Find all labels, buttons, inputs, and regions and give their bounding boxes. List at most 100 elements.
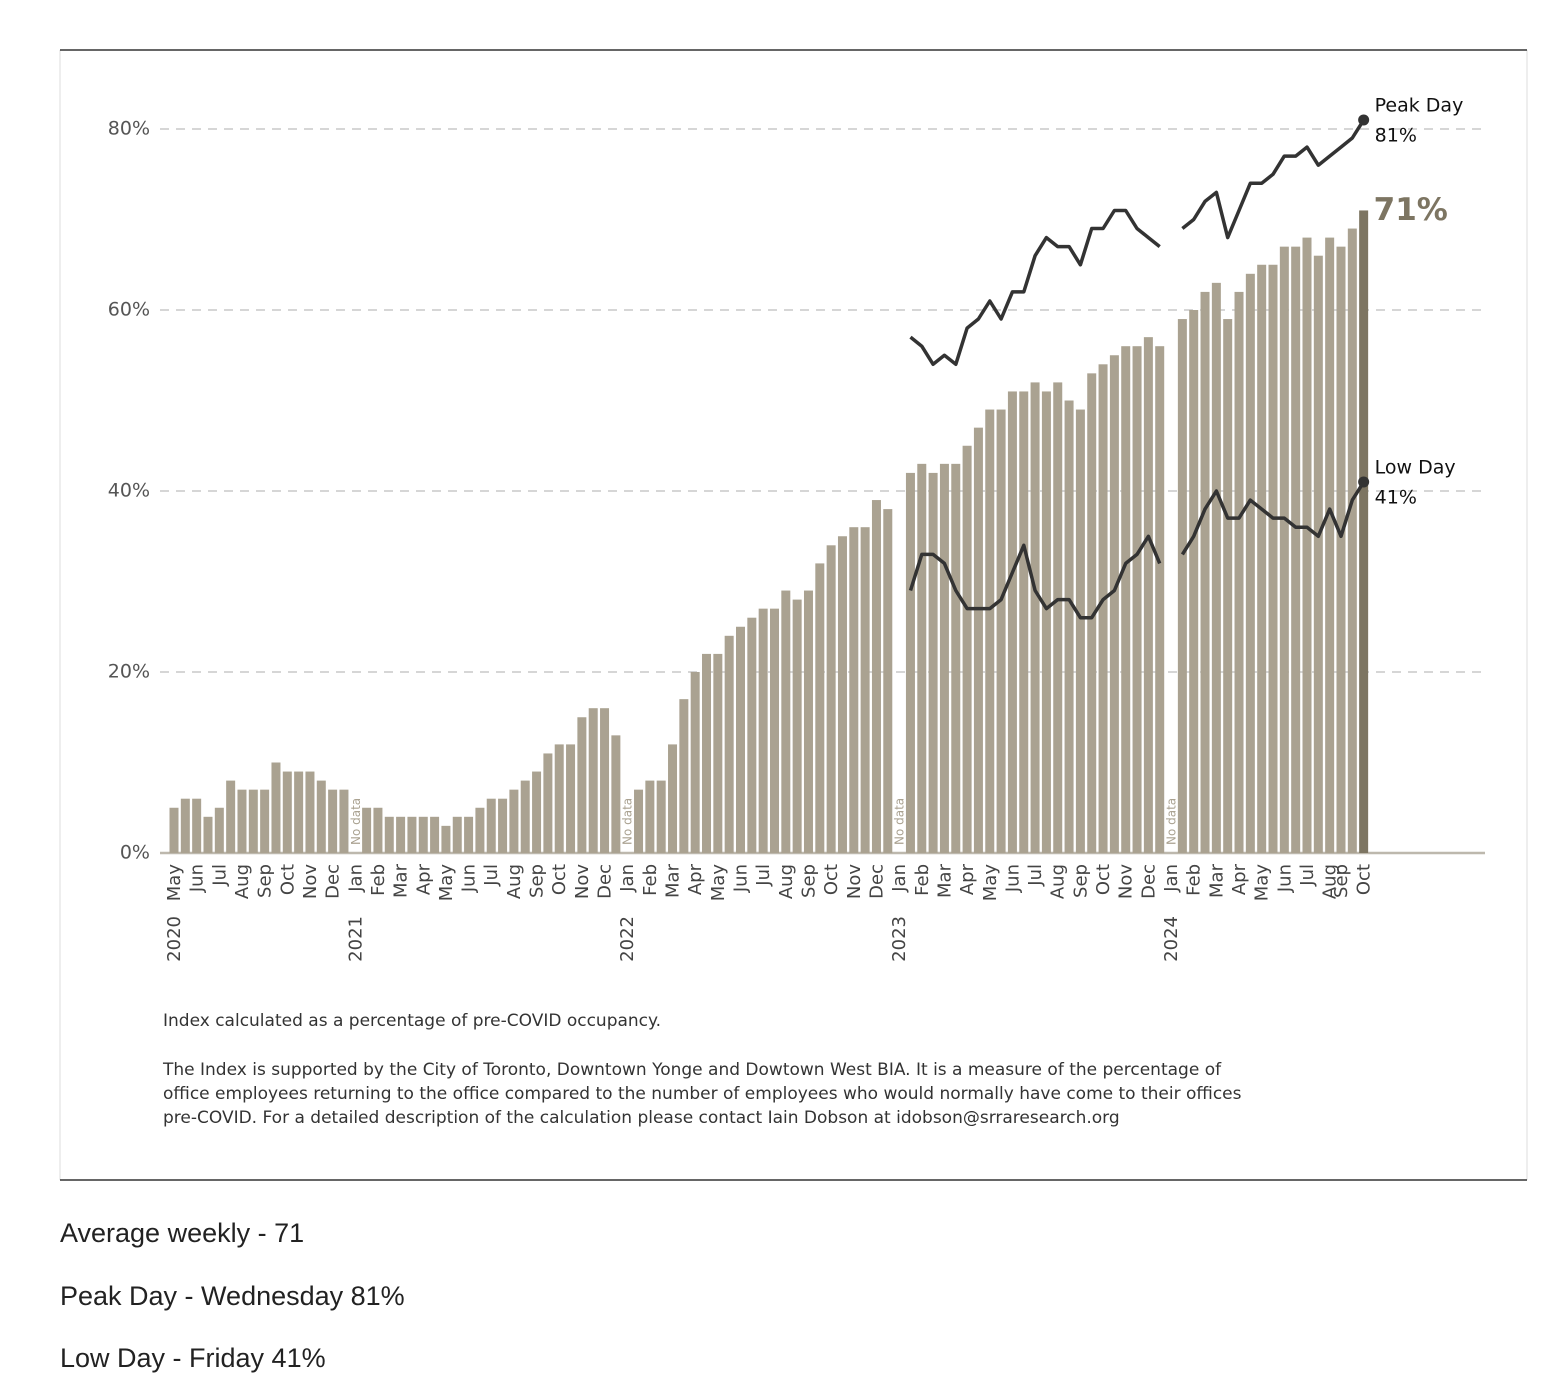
- bar: [418, 816, 428, 853]
- bar: [1257, 264, 1267, 853]
- x-tick-label: Nov: [1116, 864, 1137, 899]
- x-tick-label: Apr: [957, 863, 978, 895]
- x-tick-label: Apr: [685, 863, 706, 895]
- bar: [792, 599, 802, 853]
- no-data-label: No data: [893, 798, 907, 845]
- x-tick-label: Jun: [731, 864, 752, 893]
- bar: [679, 699, 689, 853]
- bar: [192, 798, 202, 853]
- bar: [871, 500, 881, 853]
- end-dot: [1358, 114, 1370, 126]
- bar: [271, 762, 281, 853]
- bar: [1245, 273, 1255, 853]
- bar: [973, 427, 983, 853]
- legend-label: Peak Day: [1375, 94, 1464, 116]
- y-tick-label: 60%: [108, 299, 150, 321]
- x-tick-label: Mar: [391, 863, 412, 898]
- note: Index calculated as a percentage of pre-…: [163, 1011, 662, 1031]
- x-tick-label: Mar: [934, 863, 955, 898]
- bar: [1041, 391, 1051, 853]
- bar: [1064, 400, 1074, 853]
- bar: [384, 816, 394, 853]
- bar: [1053, 382, 1063, 853]
- x-tick-label: Jul: [1297, 864, 1318, 887]
- x-tick-label: Mar: [1206, 863, 1227, 898]
- x-tick-label: Jun: [459, 864, 480, 893]
- x-tick-label: Jan: [617, 864, 638, 893]
- y-tick-label: 40%: [108, 480, 150, 502]
- x-tick-label: Jul: [209, 864, 230, 887]
- bar: [294, 771, 304, 853]
- bar: [962, 445, 972, 853]
- x-tick-label: Feb: [912, 864, 933, 896]
- x-tick-label: May: [436, 864, 457, 902]
- bar: [1234, 291, 1244, 853]
- bar: [396, 816, 406, 853]
- y-tick-label: 0%: [120, 842, 150, 864]
- bar: [430, 816, 440, 853]
- bar: [1132, 346, 1142, 853]
- bar: [1019, 391, 1029, 853]
- bar: [815, 563, 825, 853]
- x-tick-label: Sep: [255, 864, 276, 898]
- bar: [634, 789, 644, 853]
- bar: [883, 509, 893, 853]
- x-tick-label: Jul: [1025, 864, 1046, 887]
- bar: [1336, 246, 1346, 853]
- bar: [668, 744, 678, 853]
- x-tick-label: Sep: [1331, 864, 1352, 898]
- x-year-label: 2021: [345, 916, 366, 962]
- no-data-label: No data: [621, 798, 635, 845]
- x-year-label: 2023: [889, 916, 910, 962]
- bar: [1359, 210, 1369, 853]
- bar: [1109, 355, 1119, 853]
- bar: [316, 780, 326, 853]
- x-tick-label: Feb: [640, 864, 661, 896]
- x-tick-label: May: [980, 864, 1001, 902]
- x-tick-label: Aug: [1048, 864, 1069, 899]
- bar: [826, 545, 836, 853]
- stat: Peak Day - Wednesday 81%: [60, 1281, 405, 1311]
- bar: [260, 789, 270, 853]
- note: The Index is supported by the City of To…: [163, 1060, 1242, 1128]
- x-year-label: 2020: [164, 916, 185, 962]
- x-tick-label: Jan: [345, 864, 366, 893]
- bar: [566, 744, 576, 853]
- bar: [905, 472, 915, 853]
- bar: [588, 708, 598, 853]
- y-tick-label: 80%: [108, 118, 150, 140]
- bar: [1143, 337, 1153, 853]
- bar: [1268, 264, 1278, 853]
- bar: [1177, 319, 1187, 853]
- bar: [1155, 346, 1165, 853]
- x-tick-label: Feb: [368, 864, 389, 896]
- value-label: 41%: [1375, 486, 1417, 508]
- x-tick-label: Oct: [821, 864, 842, 895]
- x-tick-label: Sep: [798, 864, 819, 898]
- bar: [407, 816, 417, 853]
- bar: [1279, 246, 1289, 853]
- x-tick-label: Aug: [504, 864, 525, 899]
- bar: [1325, 237, 1335, 854]
- bar: [690, 672, 700, 853]
- bar: [860, 527, 870, 853]
- bar: [837, 536, 847, 853]
- x-tick-label: Mar: [663, 863, 684, 898]
- x-tick-label: Oct: [549, 864, 570, 895]
- x-tick-label: Sep: [527, 864, 548, 898]
- bar: [1291, 246, 1301, 853]
- x-tick-label: Aug: [232, 864, 253, 899]
- bar: [724, 635, 734, 853]
- bar: [1200, 291, 1210, 853]
- bar: [996, 409, 1006, 853]
- bar: [464, 816, 474, 853]
- stat: Average weekly - 71: [60, 1218, 305, 1248]
- x-tick-label: May: [708, 864, 729, 902]
- x-tick-label: Jun: [1002, 864, 1023, 893]
- bar: [577, 717, 587, 853]
- no-data-label: No data: [349, 798, 363, 845]
- bar: [1087, 373, 1097, 853]
- bar: [1211, 282, 1221, 854]
